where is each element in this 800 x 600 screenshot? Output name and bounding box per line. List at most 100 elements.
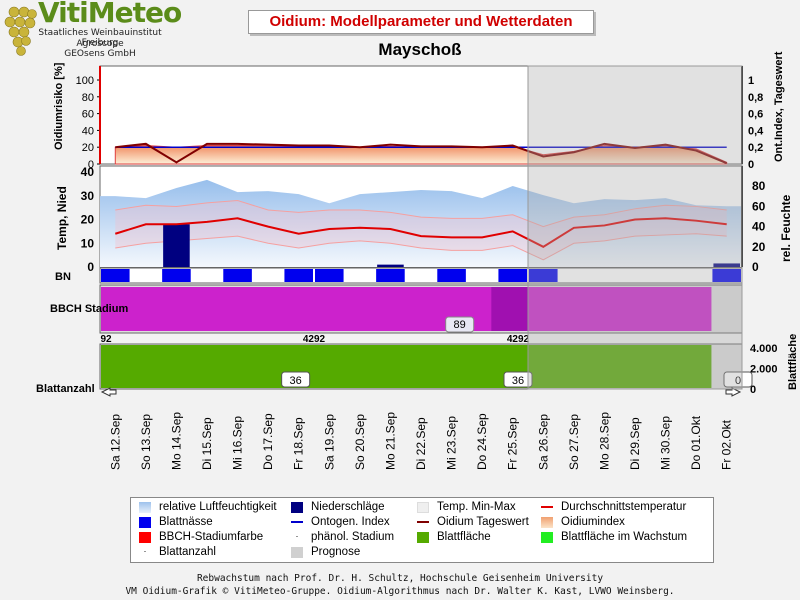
station-name: Mayschoß [378, 40, 462, 59]
grape-logo-icon [4, 6, 37, 56]
date-tick-label: Do 24.Sep [475, 413, 489, 470]
temp-max-line [115, 199, 727, 228]
bbch-edge-label: 92 [100, 334, 112, 345]
weather-right-tick: 80 [752, 179, 766, 193]
date-tick-label: Sa 19.Sep [322, 414, 336, 470]
legend-bbch-color: BBCH-Stadiumfarbe [139, 531, 263, 543]
oidium-ylabel-left: Oidiumrisiko [%] [53, 62, 65, 150]
legend-oidium-index: Oidiumindex [541, 516, 625, 528]
bbch-label: BBCH Stadium [50, 303, 128, 315]
scroll-right-icon [725, 387, 742, 397]
temp-minmax-band [115, 200, 727, 260]
weather-left-tick: 0 [87, 260, 94, 274]
leaf-area-bar-forecast [528, 345, 712, 388]
bbch-value-box [445, 316, 475, 333]
oidium-right-tick: 0,6 [748, 109, 763, 121]
leaf-wet-bar [376, 269, 405, 282]
leaf-wet-bar [315, 269, 344, 282]
leaf-count-box [281, 371, 311, 388]
weather-right-tick: 20 [752, 240, 766, 254]
date-tick-label: Di 29.Sep [628, 417, 642, 470]
oidium-ylabel-right: Ont.Index, Tageswert [773, 51, 785, 162]
leaf-area-bar [101, 345, 528, 388]
legend-oidium-day: Oidium Tageswert [417, 516, 529, 528]
oidium-left-tick: 0 [88, 159, 94, 171]
oidium-right-tick: 0,2 [748, 142, 763, 154]
footer-line-1: Rebwachstum nach Prof. Dr. H. Schultz, H… [196, 573, 604, 584]
leaf-ylabel-right: Blattfläche [787, 334, 799, 390]
legend-leaf-count: · Blattanzahl [143, 545, 216, 558]
leaf-right-tick: 0 [750, 384, 756, 396]
legend-temp-minmax: Temp. Min-Max [417, 501, 516, 513]
leaf-count-box [503, 371, 533, 388]
temp-avg-line [114, 217, 727, 248]
legend-leaf-wetness: Blattnässe [139, 516, 213, 528]
logo-text: VitiMeteo [38, 0, 182, 29]
date-tick-label: Fr 25.Sep [506, 417, 520, 470]
rain-bar [163, 224, 190, 267]
weather-ylabel-right: rel. Feuchte [779, 194, 793, 262]
weather-ylabel-left: Temp, Nied [55, 186, 69, 250]
chart-legend: relative Luftfeuchtigkeit Niederschläge … [130, 497, 714, 563]
leaf-count-value: 36 [290, 375, 302, 387]
oidium-left-tick: 100 [76, 75, 94, 87]
leaf-wet-bar [284, 269, 313, 282]
leaf-wet-bar [498, 269, 527, 282]
date-tick-label: Mo 21.Sep [383, 412, 397, 470]
date-tick-label: So 13.Sep [139, 414, 153, 470]
date-tick-label: So 27.Sep [567, 414, 581, 470]
leaf-wet-bar [223, 269, 252, 282]
date-tick-label: Fr 18.Sep [292, 417, 306, 470]
forecast-overlay [527, 65, 743, 390]
legend-leaf-area-growing: Blattfläche im Wachstum [541, 531, 687, 543]
temp-min-line [115, 233, 727, 261]
date-tick-label: Mi 16.Sep [231, 416, 245, 470]
leaf-count-label: Blattanzahl [36, 383, 95, 395]
oidium-left-tick: 80 [82, 92, 94, 104]
legend-forecast: Prognose [291, 546, 360, 558]
page-title: Oidium: Modellparameter und Wetterdaten [269, 13, 573, 30]
rain-bar [713, 263, 740, 267]
weather-left-tick: 30 [81, 189, 95, 203]
bn-label: BN [55, 271, 71, 283]
weather-right-tick: 0 [752, 260, 759, 274]
date-tick-label: Mo 28.Sep [597, 412, 611, 470]
leaf-wet-bar [437, 269, 466, 282]
weather-right-tick: 60 [752, 199, 766, 213]
date-tick-label: Mo 14.Sep [169, 412, 183, 470]
oidium-day-line [115, 142, 728, 165]
leaf-right-tick: 4.000 [750, 343, 778, 355]
legend-humidity: relative Luftfeuchtigkeit [139, 501, 277, 513]
oidium-right-tick: 1 [748, 75, 754, 87]
date-tick-label: Sa 12.Sep [108, 414, 122, 470]
weather-left-tick: 40 [81, 165, 95, 179]
footer-line-2: VM Oidium-Grafik © VitiMeteo-Gruppe. Oid… [125, 586, 675, 597]
leaf-right-tick: 2.000 [750, 364, 778, 376]
leaf-count-value: 36 [512, 375, 524, 387]
date-tick-label: Fr 02.Okt [720, 419, 734, 470]
date-tick-label: Sa 26.Sep [536, 414, 550, 470]
legend-phenol-stage: · phänol. Stadium [295, 530, 395, 543]
logo-line-3: GEOsens GmbH [64, 49, 136, 59]
oidium-left-tick: 40 [82, 125, 94, 137]
rain-bar [377, 264, 404, 267]
date-tick-label: Di 15.Sep [200, 417, 214, 470]
weather-left-tick: 20 [81, 213, 95, 227]
legend-rain: Niederschläge [291, 501, 385, 513]
date-tick-label: Mi 30.Sep [659, 416, 673, 470]
oidium-right-tick: 0 [748, 159, 754, 171]
legend-ontogen-index: Ontogen. Index [291, 516, 390, 528]
oidium-left-tick: 20 [82, 142, 94, 154]
oidium-right-tick: 0,4 [748, 125, 764, 137]
bbch-edge-label: 4292 [507, 334, 530, 345]
leaf-wet-bar [101, 269, 130, 282]
oidium-left-tick: 60 [82, 109, 94, 121]
scroll-left-icon [100, 387, 117, 397]
leaf-wet-bar [162, 269, 191, 282]
logo-line-2: Agroscope [76, 39, 124, 49]
legend-temp-avg: Durchschnittstemperatur [541, 501, 686, 513]
bbch-bar-forecast [528, 287, 712, 331]
leaf-count-value: 0 [735, 375, 741, 387]
oidium-right-tick: 0,8 [748, 92, 763, 104]
